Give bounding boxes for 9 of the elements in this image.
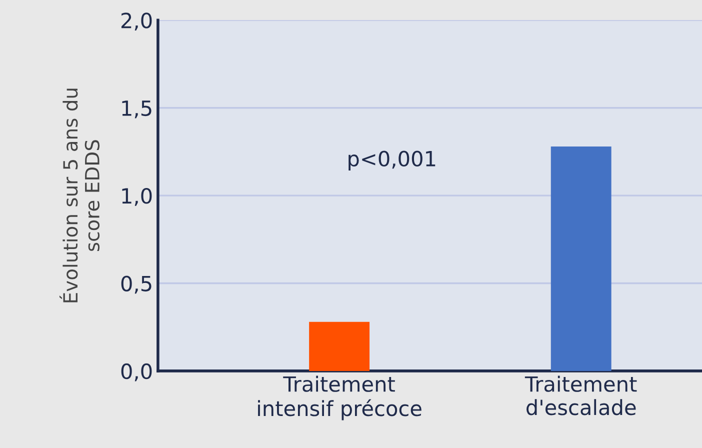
y-axis-title: Évolution sur 5 ans du score EDDS (59, 88, 100, 302)
y-tick-label: 2,0 (121, 12, 152, 30)
y-tick-label: 0,5 (121, 276, 152, 294)
y-tick-label: 0,0 (121, 363, 152, 382)
x-tick-label: Traitement intensif précoce (258, 376, 422, 420)
annotation: p<0,001 (348, 150, 436, 171)
y-tick-label: 1,5 (122, 100, 152, 118)
y-tick-label: 1,0 (122, 188, 152, 206)
x-tick-label: Traitement d'escalade (524, 376, 637, 416)
